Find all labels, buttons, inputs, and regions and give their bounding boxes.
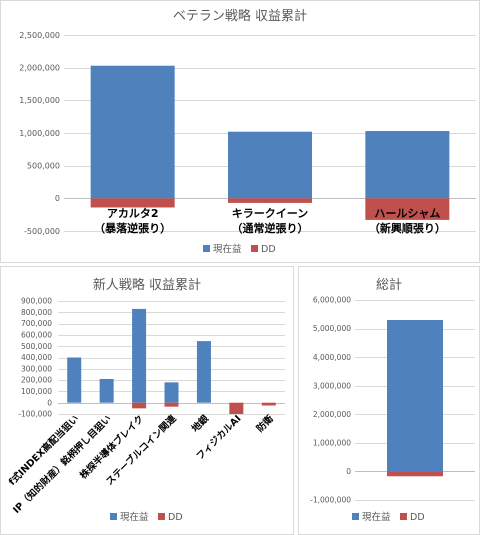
category-label-line: （通常逆張り） (232, 221, 309, 235)
total-chart: -1,000,000 0 1,000,000 2,000,000 3,000,000 4,… (310, 277, 475, 523)
newbie-chart-panel: -100,000 0 100,000 200,000 300,000 400,000 500… (0, 266, 294, 535)
dd-bar-3 (164, 402, 179, 407)
total-chart-panel: -1,000,000 0 1,000,000 2,000,000 3,000,000 4,… (298, 266, 480, 535)
category-label-line: アカルタ2 (107, 207, 159, 220)
category-label: 防衛 (254, 412, 276, 434)
y-tick-label: 4,000,000 (313, 353, 351, 362)
legend-label-dd: DD (410, 512, 425, 523)
plot-area: -1,000,000 0 1,000,000 2,000,000 3,000,000 4,… (310, 296, 475, 505)
category-label: キラークイーン（通常逆張り） (232, 207, 309, 235)
legend-label-profit: 現在益 (362, 511, 391, 523)
category-label: アカルタ2 （暴落逆張り） (94, 207, 171, 235)
y-axis: -1,000,000 0 1,000,000 2,000,000 3,000,000 4,… (310, 296, 351, 505)
y-tick-label: 2,000,000 (313, 410, 351, 419)
y-tick-label: 0 (346, 467, 351, 476)
y-tick-label: 2,500,000 (19, 31, 60, 40)
category-label-line: （暴落逆張り） (94, 221, 171, 235)
legend-label-dd: DD (168, 512, 183, 523)
veteran-chart-panel: -500,000 0 500,000 1,000,000 1,500,000 2,000,… (0, 0, 480, 263)
veteran-chart: -500,000 0 500,000 1,000,000 1,500,000 2,000,… (19, 8, 476, 255)
y-tick-label: 900,000 (21, 297, 52, 306)
newbie-chart: -100,000 0 100,000 200,000 300,000 400,000 500… (6, 277, 285, 523)
dd-bar-1 (228, 198, 312, 203)
y-tick-label: -100,000 (18, 410, 52, 419)
chart-title: 新人戦略 収益累計 (93, 277, 201, 293)
gridlines (58, 301, 285, 415)
bars (67, 308, 276, 414)
y-tick-label: 0 (55, 194, 60, 203)
legend: 現在益 DD (110, 511, 183, 523)
dd-bar-5 (229, 402, 244, 414)
y-tick-label: 1,500,000 (19, 96, 60, 105)
x-axis-labels: f式INDEX高配当狙いIP（知的財産）銘柄押し目狙い株探半導体ブレイクステーブ… (6, 412, 276, 516)
y-axis: -500,000 0 500,000 1,000,000 1,500,000 2,000,… (19, 31, 60, 236)
y-tick-label: 2,000,000 (19, 63, 60, 72)
legend-swatch-dd (158, 513, 165, 520)
legend-swatch-profit (110, 513, 117, 520)
bars (90, 65, 450, 220)
profit-bar-2 (365, 131, 450, 199)
y-tick-label: 500,000 (21, 342, 52, 351)
dd-bar-6 (261, 402, 276, 406)
category-label-line: ハールシャム (374, 207, 440, 220)
x-axis-labels: アカルタ2 （暴落逆張り） キラークイーン（通常逆張り） ハールシャム（新興順張り） (94, 207, 446, 235)
profit-bar-0 (90, 65, 175, 199)
category-label: ハールシャム（新興順張り） (369, 207, 446, 235)
category-label-line: キラークイーン (232, 207, 308, 220)
y-tick-label: 5,000,000 (313, 324, 351, 333)
y-tick-label: 300,000 (21, 364, 52, 373)
legend-label-dd: DD (261, 244, 276, 255)
profit-bar-1 (99, 378, 114, 403)
chart-title: ベテラン戦略 収益累計 (173, 8, 307, 24)
y-tick-label: 400,000 (21, 353, 52, 362)
gridlines (355, 300, 475, 501)
y-tick-label: 500,000 (27, 161, 60, 170)
legend-label-profit: 現在益 (120, 511, 149, 523)
y-tick-label: 3,000,000 (313, 381, 351, 390)
legend-swatch-profit (203, 245, 210, 252)
legend-swatch-dd (400, 513, 407, 520)
y-tick-label: 1,000,000 (313, 438, 351, 447)
category-label: 地銀 (189, 412, 211, 434)
plot-area: -500,000 0 500,000 1,000,000 1,500,000 2,000,… (19, 31, 476, 236)
plot-area: -100,000 0 100,000 200,000 300,000 400,000 500… (6, 297, 285, 516)
profit-bar-4 (196, 341, 211, 403)
chart-title: 総計 (376, 277, 402, 293)
profit-bar-0 (67, 357, 82, 403)
y-tick-label: 1,000,000 (19, 129, 60, 138)
bars (387, 320, 443, 477)
y-tick-label: -1,000,000 (310, 496, 351, 505)
y-tick-label: 700,000 (21, 319, 52, 328)
dd-bar-0 (90, 198, 175, 208)
y-tick-label: -500,000 (24, 227, 60, 236)
y-tick-label: 0 (47, 398, 52, 407)
y-tick-label: 100,000 (21, 387, 52, 396)
legend-swatch-dd (251, 245, 258, 252)
profit-bar-3 (164, 382, 179, 403)
y-tick-label: 200,000 (21, 376, 52, 385)
profit-bar-0 (387, 320, 443, 472)
legend-swatch-profit (352, 513, 359, 520)
dd-bar-2 (365, 198, 450, 220)
y-tick-label: 800,000 (21, 308, 52, 317)
legend: 現在益 DD (203, 243, 276, 255)
dd-bar-2 (132, 402, 147, 409)
y-tick-label: 600,000 (21, 331, 52, 340)
legend-label-profit: 現在益 (213, 243, 242, 255)
profit-bar-2 (132, 308, 147, 403)
category-label-line: （新興順張り） (369, 221, 446, 235)
dd-bar-0 (387, 471, 443, 477)
profit-bar-1 (228, 131, 312, 199)
y-tick-label: 6,000,000 (313, 296, 351, 305)
y-axis: -100,000 0 100,000 200,000 300,000 400,000 500… (18, 297, 52, 419)
legend: 現在益 DD (352, 511, 425, 523)
